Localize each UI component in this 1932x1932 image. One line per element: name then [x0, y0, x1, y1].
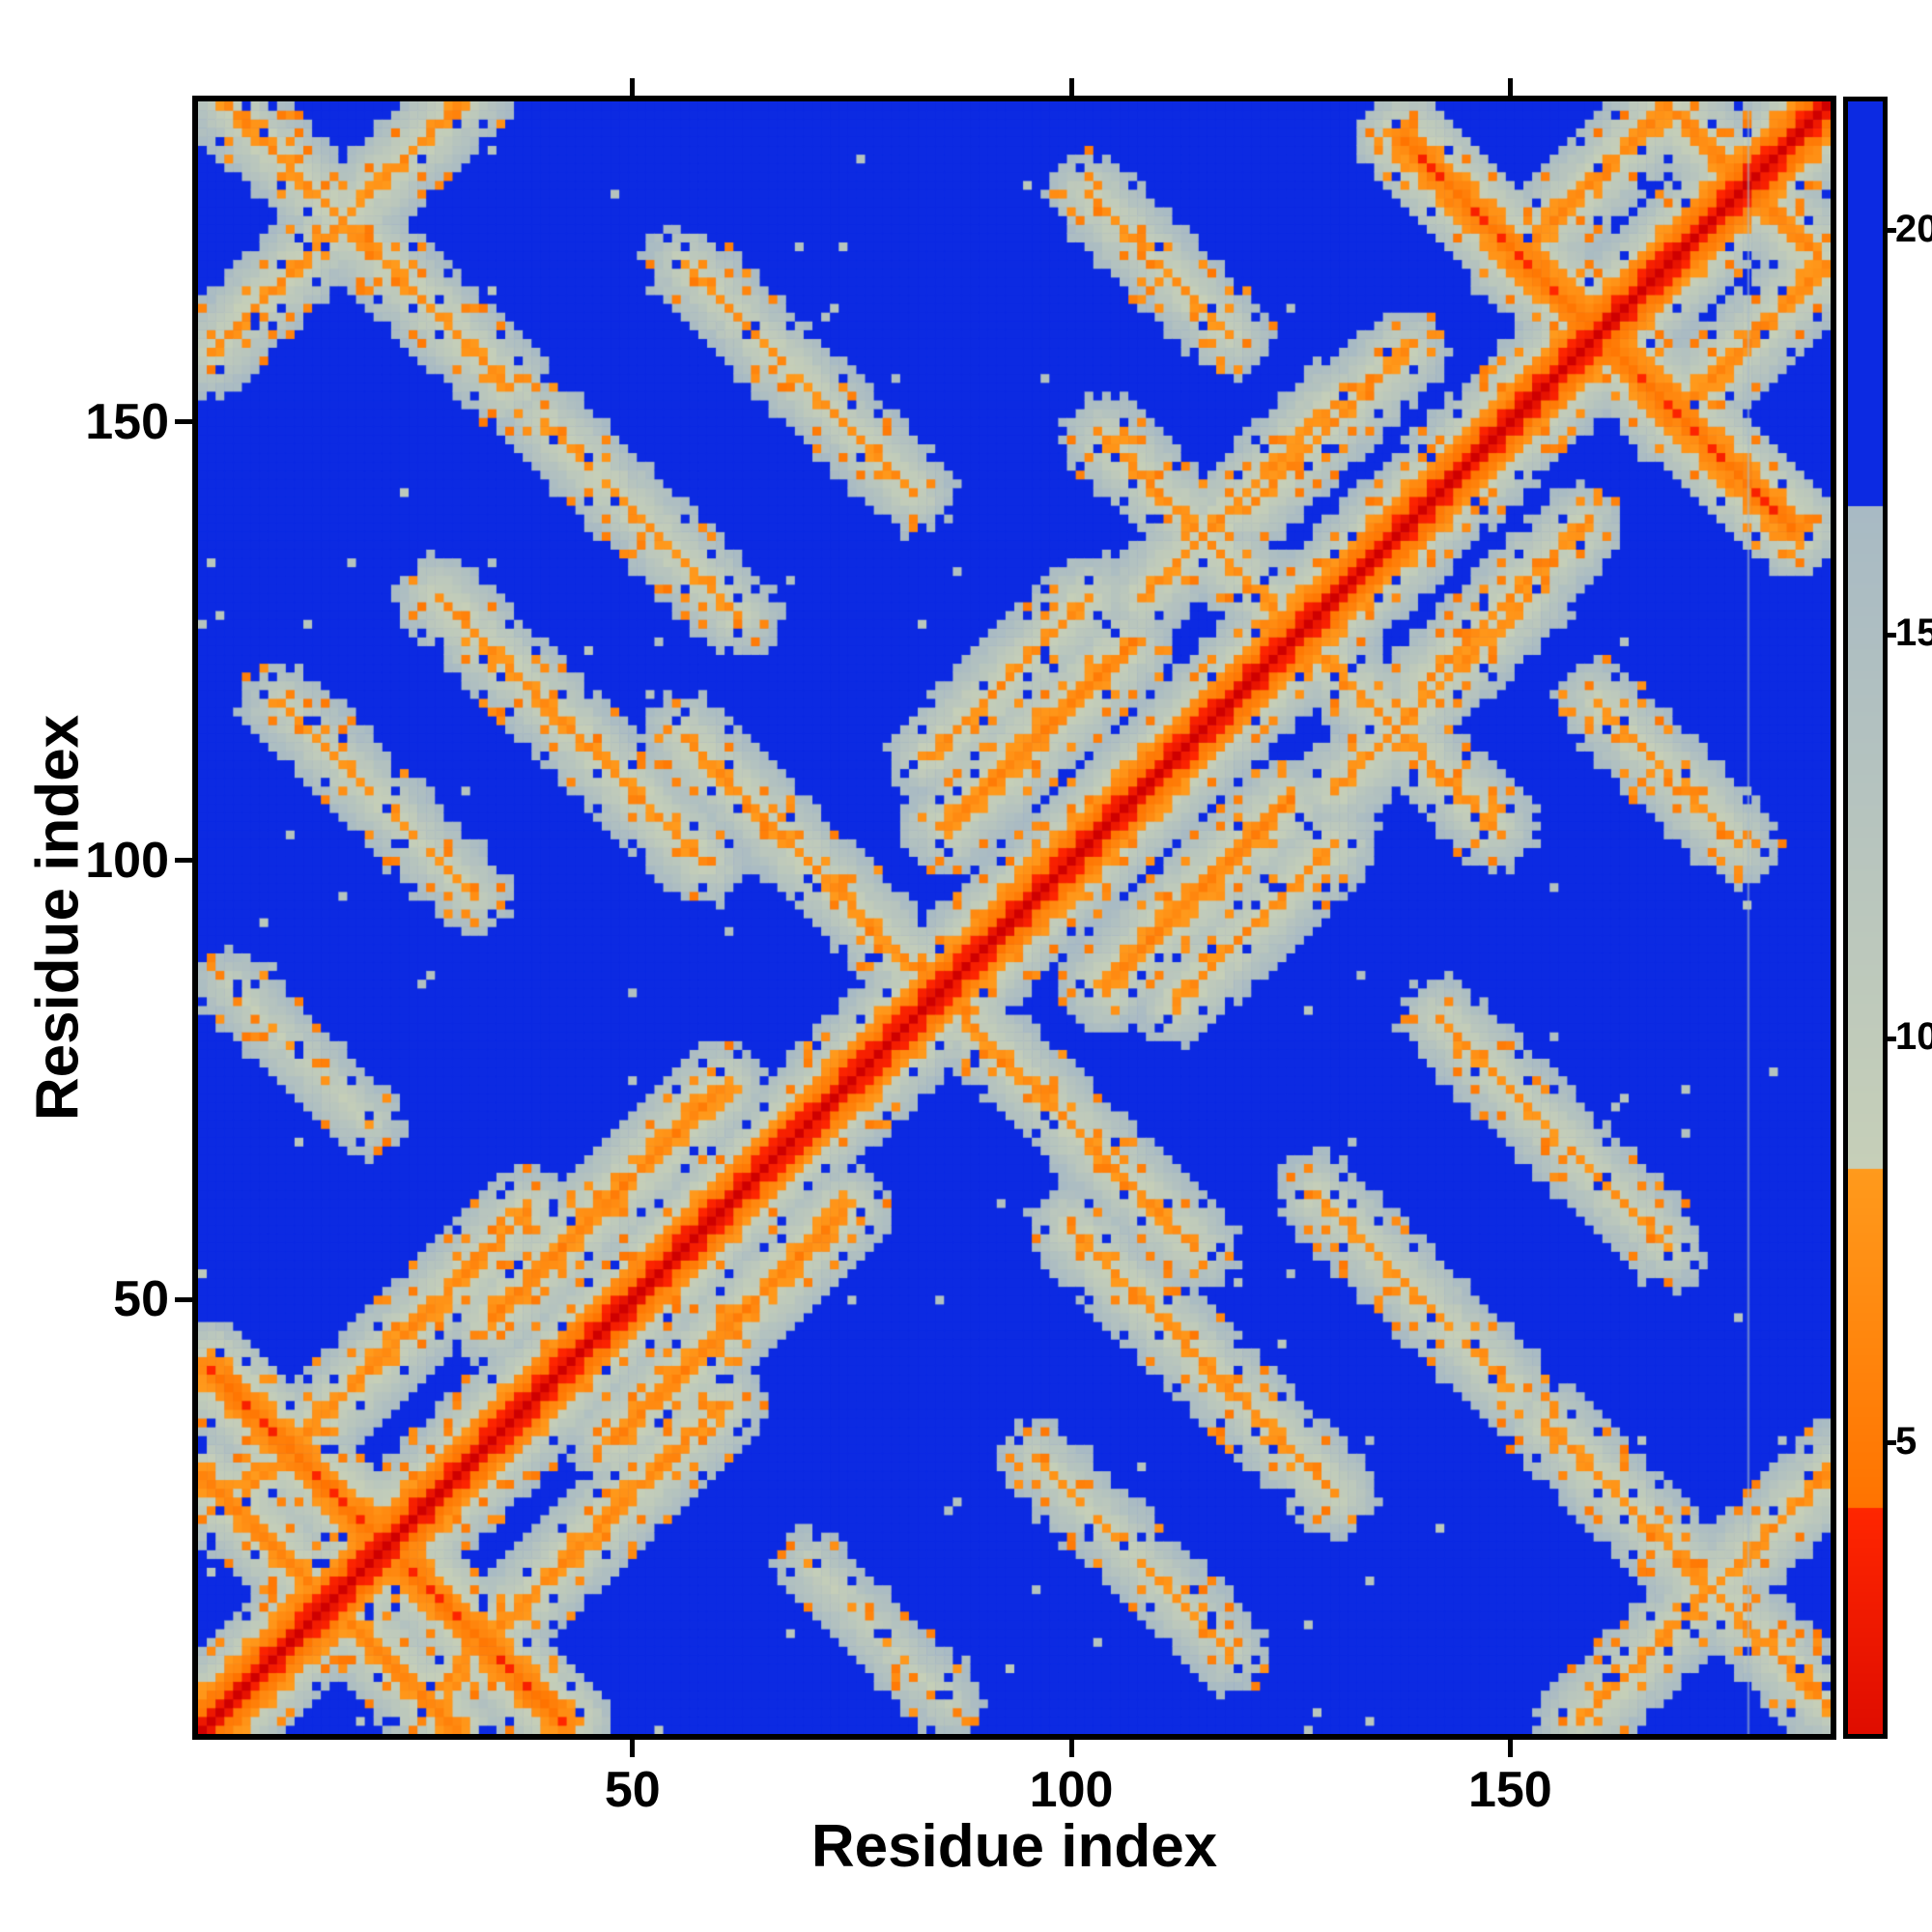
colorbar-tick-label: 15 [1895, 611, 1932, 655]
y-tick-mark [175, 858, 192, 864]
distance-map-canvas [198, 101, 1831, 1734]
heatmap-plot [192, 96, 1836, 1740]
x-tick-mark [1068, 1740, 1074, 1757]
colorbar-tick-mark [1888, 632, 1896, 638]
y-tick-mark [175, 1296, 192, 1302]
y-axis-label: Residue index [24, 714, 92, 1122]
x-tick-mark-top [1507, 78, 1513, 96]
y-tick-mark [175, 419, 192, 425]
x-tick-mark-top [1068, 78, 1074, 96]
colorbar-canvas [1848, 101, 1883, 1734]
y-tick-label: 150 [85, 393, 169, 450]
colorbar-tick-label: 20 [1895, 207, 1932, 250]
colorbar [1843, 97, 1888, 1739]
colorbar-tick-label: 5 [1895, 1419, 1918, 1463]
x-tick-label: 150 [1467, 1762, 1552, 1818]
colorbar-tick-mark [1888, 228, 1896, 234]
colorbar-tick-label: 10 [1895, 1015, 1932, 1059]
x-tick-mark [630, 1740, 636, 1757]
x-tick-label: 50 [604, 1762, 661, 1818]
x-tick-label: 100 [1029, 1762, 1114, 1818]
colorbar-tick-mark [1888, 1036, 1896, 1041]
colorbar-tick-mark [1888, 1440, 1896, 1446]
x-tick-mark-top [630, 78, 636, 96]
x-axis-label: Residue index [810, 1813, 1218, 1880]
y-tick-label: 50 [113, 1271, 169, 1328]
x-tick-mark [1507, 1740, 1513, 1757]
y-tick-label: 100 [85, 832, 169, 889]
